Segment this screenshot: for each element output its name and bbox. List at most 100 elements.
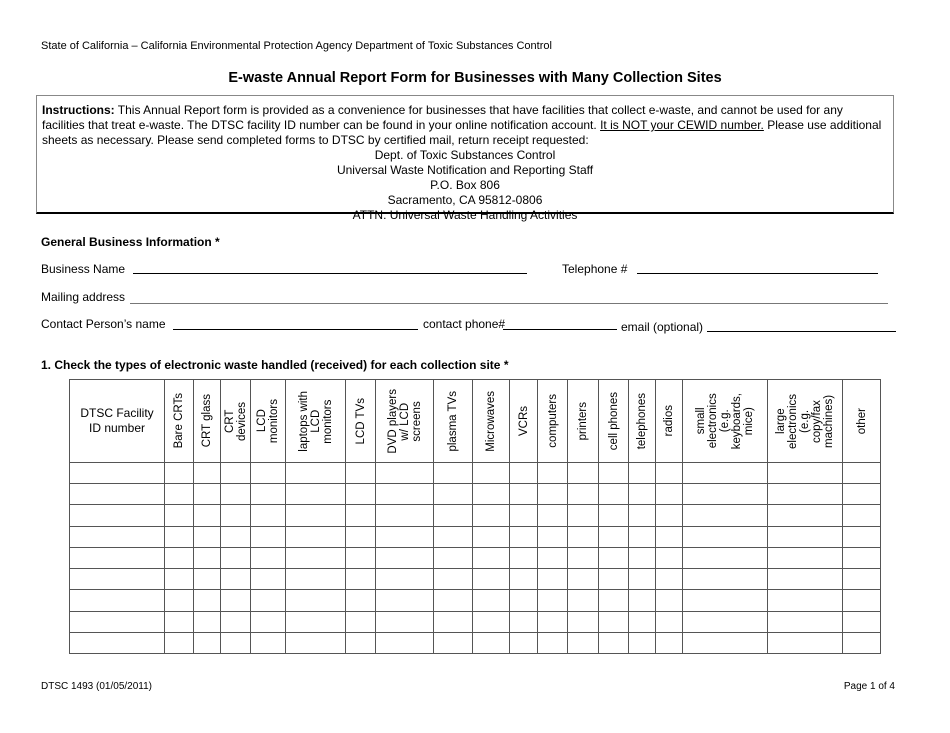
waste-type-check-cell[interactable] bbox=[164, 568, 194, 590]
waste-type-check-cell[interactable] bbox=[842, 568, 881, 590]
waste-type-check-cell[interactable] bbox=[433, 547, 473, 569]
waste-type-check-cell[interactable] bbox=[509, 483, 538, 505]
waste-type-check-cell[interactable] bbox=[193, 589, 221, 612]
waste-type-check-cell[interactable] bbox=[220, 483, 251, 505]
waste-type-check-cell[interactable] bbox=[345, 568, 376, 590]
facility-id-input-cell[interactable] bbox=[69, 568, 165, 590]
waste-type-check-cell[interactable] bbox=[472, 504, 510, 527]
waste-type-check-cell[interactable] bbox=[345, 589, 376, 612]
waste-type-check-cell[interactable] bbox=[598, 568, 629, 590]
waste-type-check-cell[interactable] bbox=[537, 462, 568, 484]
waste-type-check-cell[interactable] bbox=[375, 547, 434, 569]
business-name-field[interactable] bbox=[133, 273, 527, 274]
waste-type-check-cell[interactable] bbox=[598, 504, 629, 527]
waste-type-check-cell[interactable] bbox=[193, 547, 221, 569]
waste-type-check-cell[interactable] bbox=[655, 547, 683, 569]
waste-type-check-cell[interactable] bbox=[250, 589, 286, 612]
waste-type-check-cell[interactable] bbox=[285, 483, 346, 505]
waste-type-check-cell[interactable] bbox=[682, 589, 768, 612]
waste-type-check-cell[interactable] bbox=[509, 462, 538, 484]
waste-type-check-cell[interactable] bbox=[842, 483, 881, 505]
waste-type-check-cell[interactable] bbox=[537, 483, 568, 505]
waste-type-check-cell[interactable] bbox=[250, 504, 286, 527]
waste-type-check-cell[interactable] bbox=[285, 526, 346, 548]
waste-type-check-cell[interactable] bbox=[682, 568, 768, 590]
waste-type-check-cell[interactable] bbox=[567, 589, 599, 612]
waste-type-check-cell[interactable] bbox=[220, 611, 251, 633]
waste-type-check-cell[interactable] bbox=[345, 504, 376, 527]
waste-type-check-cell[interactable] bbox=[250, 568, 286, 590]
waste-type-check-cell[interactable] bbox=[628, 632, 656, 654]
waste-type-check-cell[interactable] bbox=[250, 483, 286, 505]
waste-type-check-cell[interactable] bbox=[509, 632, 538, 654]
waste-type-check-cell[interactable] bbox=[285, 547, 346, 569]
waste-type-check-cell[interactable] bbox=[537, 526, 568, 548]
waste-type-check-cell[interactable] bbox=[193, 632, 221, 654]
waste-type-check-cell[interactable] bbox=[655, 568, 683, 590]
waste-type-check-cell[interactable] bbox=[285, 632, 346, 654]
waste-type-check-cell[interactable] bbox=[509, 589, 538, 612]
waste-type-check-cell[interactable] bbox=[567, 568, 599, 590]
waste-type-check-cell[interactable] bbox=[767, 589, 843, 612]
waste-type-check-cell[interactable] bbox=[433, 632, 473, 654]
waste-type-check-cell[interactable] bbox=[842, 504, 881, 527]
waste-type-check-cell[interactable] bbox=[682, 526, 768, 548]
waste-type-check-cell[interactable] bbox=[682, 632, 768, 654]
waste-type-check-cell[interactable] bbox=[285, 611, 346, 633]
waste-type-check-cell[interactable] bbox=[598, 632, 629, 654]
facility-id-input-cell[interactable] bbox=[69, 632, 165, 654]
waste-type-check-cell[interactable] bbox=[472, 526, 510, 548]
waste-type-check-cell[interactable] bbox=[767, 547, 843, 569]
telephone-field[interactable] bbox=[637, 273, 878, 274]
waste-type-check-cell[interactable] bbox=[164, 589, 194, 612]
waste-type-check-cell[interactable] bbox=[628, 462, 656, 484]
waste-type-check-cell[interactable] bbox=[345, 526, 376, 548]
waste-type-check-cell[interactable] bbox=[164, 611, 194, 633]
waste-type-check-cell[interactable] bbox=[345, 547, 376, 569]
waste-type-check-cell[interactable] bbox=[537, 568, 568, 590]
waste-type-check-cell[interactable] bbox=[682, 504, 768, 527]
facility-id-input-cell[interactable] bbox=[69, 526, 165, 548]
waste-type-check-cell[interactable] bbox=[164, 547, 194, 569]
waste-type-check-cell[interactable] bbox=[628, 526, 656, 548]
contact-name-field[interactable] bbox=[173, 329, 418, 330]
waste-type-check-cell[interactable] bbox=[250, 547, 286, 569]
waste-type-check-cell[interactable] bbox=[375, 568, 434, 590]
waste-type-check-cell[interactable] bbox=[509, 504, 538, 527]
waste-type-check-cell[interactable] bbox=[472, 632, 510, 654]
waste-type-check-cell[interactable] bbox=[193, 504, 221, 527]
waste-type-check-cell[interactable] bbox=[682, 462, 768, 484]
waste-type-check-cell[interactable] bbox=[567, 611, 599, 633]
waste-type-check-cell[interactable] bbox=[285, 504, 346, 527]
waste-type-check-cell[interactable] bbox=[628, 568, 656, 590]
waste-type-check-cell[interactable] bbox=[285, 462, 346, 484]
waste-type-check-cell[interactable] bbox=[567, 483, 599, 505]
waste-type-check-cell[interactable] bbox=[537, 547, 568, 569]
waste-type-check-cell[interactable] bbox=[472, 547, 510, 569]
waste-type-check-cell[interactable] bbox=[375, 483, 434, 505]
waste-type-check-cell[interactable] bbox=[628, 589, 656, 612]
mailing-address-field[interactable] bbox=[130, 303, 888, 304]
waste-type-check-cell[interactable] bbox=[598, 462, 629, 484]
waste-type-check-cell[interactable] bbox=[655, 589, 683, 612]
waste-type-check-cell[interactable] bbox=[842, 526, 881, 548]
waste-type-check-cell[interactable] bbox=[375, 611, 434, 633]
waste-type-check-cell[interactable] bbox=[842, 611, 881, 633]
waste-type-check-cell[interactable] bbox=[433, 526, 473, 548]
waste-type-check-cell[interactable] bbox=[375, 462, 434, 484]
waste-type-check-cell[interactable] bbox=[567, 526, 599, 548]
waste-type-check-cell[interactable] bbox=[220, 589, 251, 612]
waste-type-check-cell[interactable] bbox=[842, 547, 881, 569]
waste-type-check-cell[interactable] bbox=[375, 504, 434, 527]
waste-type-check-cell[interactable] bbox=[472, 611, 510, 633]
waste-type-check-cell[interactable] bbox=[164, 526, 194, 548]
waste-type-check-cell[interactable] bbox=[164, 632, 194, 654]
waste-type-check-cell[interactable] bbox=[220, 526, 251, 548]
waste-type-check-cell[interactable] bbox=[220, 462, 251, 484]
waste-type-check-cell[interactable] bbox=[655, 526, 683, 548]
waste-type-check-cell[interactable] bbox=[655, 611, 683, 633]
waste-type-check-cell[interactable] bbox=[567, 547, 599, 569]
waste-type-check-cell[interactable] bbox=[345, 462, 376, 484]
waste-type-check-cell[interactable] bbox=[537, 611, 568, 633]
waste-type-check-cell[interactable] bbox=[767, 568, 843, 590]
